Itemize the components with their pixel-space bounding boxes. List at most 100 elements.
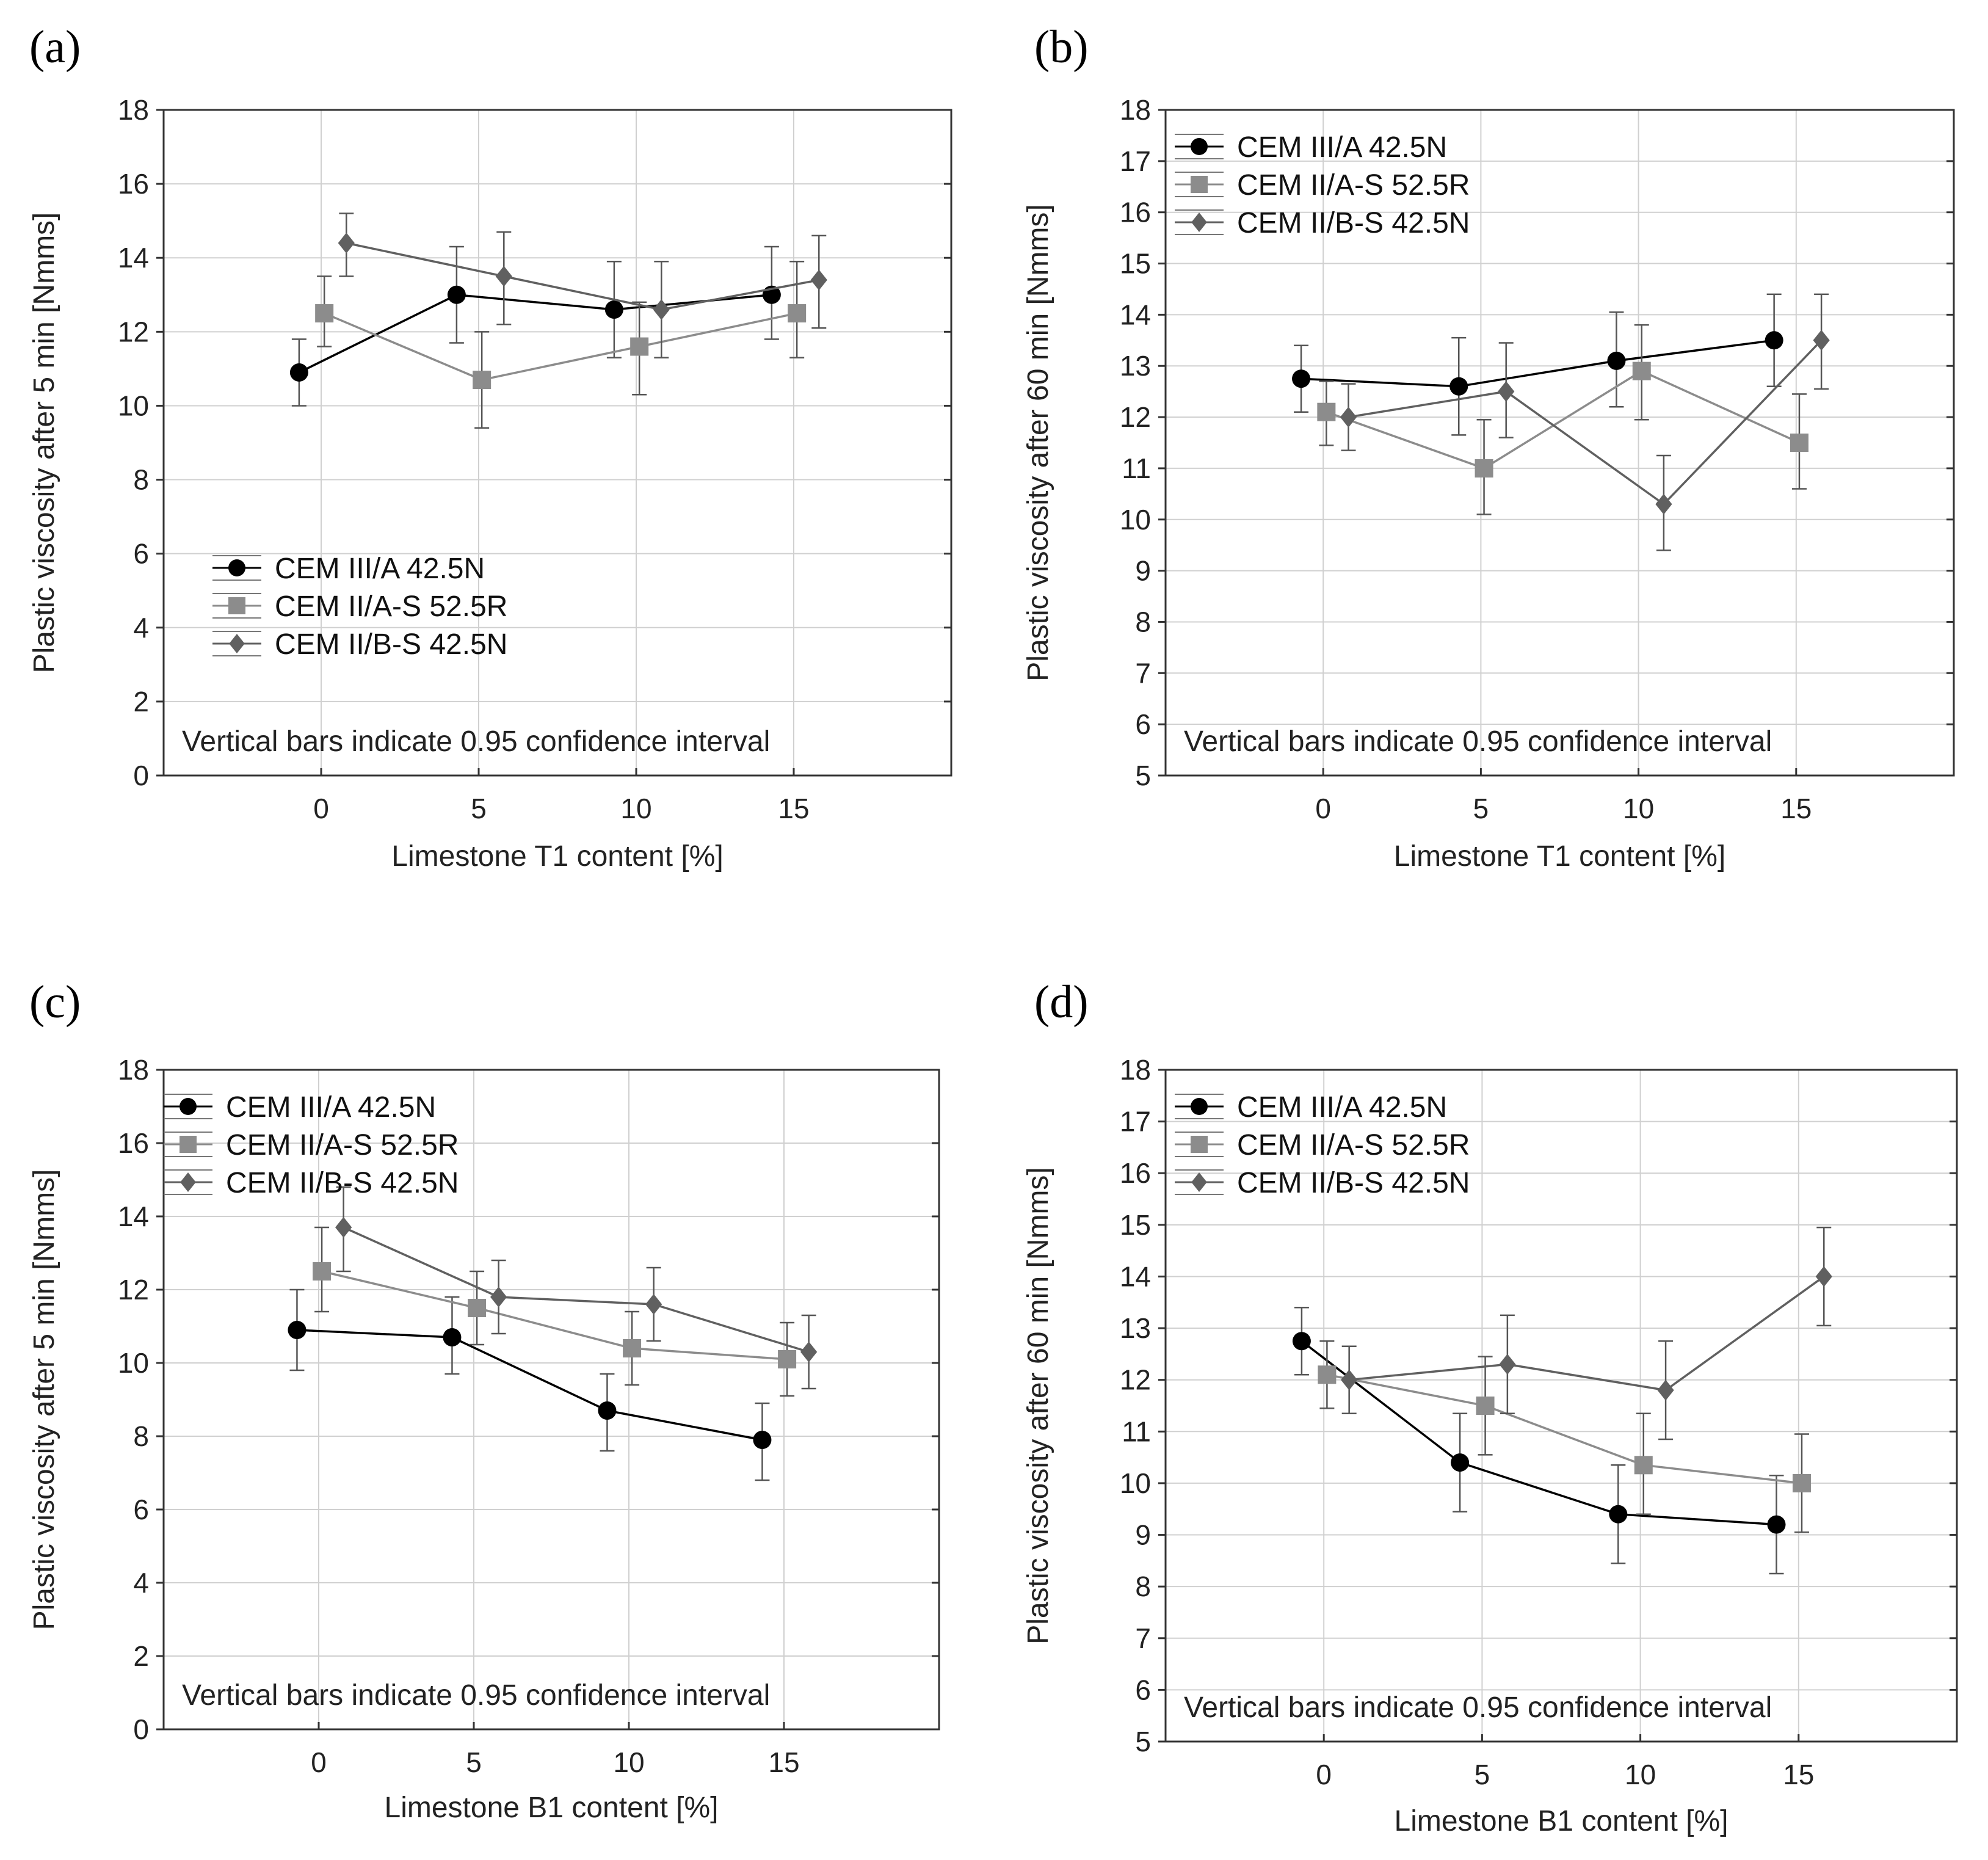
confidence-note: Vertical bars indicate 0.95 confidence i… [182, 725, 770, 758]
y-tick-label: 18 [118, 1054, 149, 1086]
panels-root: (a) 0 2 4 6 8 10 12 14 16 18 0 5 10 15 Limestone T1 con… [28, 21, 1958, 1837]
y-tick-label: 14 [1120, 299, 1151, 330]
x-tick-label: 15 [1783, 1759, 1814, 1790]
x-tick-label: 5 [1473, 793, 1489, 824]
data-point [1292, 1332, 1311, 1351]
y-tick-label: 18 [1120, 1054, 1151, 1086]
y-tick-label: 14 [118, 1201, 149, 1232]
y-tick-label: 16 [1120, 197, 1151, 228]
data-point [1765, 331, 1783, 350]
data-point [473, 371, 492, 390]
y-tick-label: 18 [1120, 94, 1151, 126]
data-point [1767, 1515, 1786, 1534]
x-tick-label: 10 [1623, 793, 1654, 824]
legend-label: CEM II/A-S 52.5R [1237, 169, 1470, 202]
series-diamond [1341, 1226, 1832, 1440]
series-diamond [338, 213, 827, 358]
data-point [289, 363, 308, 382]
y-tick-label: 10 [118, 390, 149, 421]
panel-c: (c) 0 2 4 6 8 10 12 14 16 18 0 5 10 15 Limestone B1 con… [28, 976, 940, 1824]
legend-label: CEM II/B-S 42.5N [226, 1167, 459, 1199]
data-point [1632, 361, 1651, 380]
legend-marker [1191, 1136, 1208, 1153]
legend-item: CEM II/A-S 52.5R [212, 590, 507, 623]
data-point [1475, 459, 1493, 478]
data-point [490, 1287, 507, 1307]
data-point [1813, 330, 1830, 351]
series-square [1317, 324, 1808, 515]
data-point [1499, 1354, 1516, 1375]
y-tick-label: 8 [1135, 606, 1151, 638]
y-tick-label: 17 [1120, 145, 1151, 177]
legend-marker [180, 1136, 197, 1153]
series-square [313, 1226, 797, 1397]
series-circle [1292, 1306, 1786, 1575]
legend-label: CEM II/A-S 52.5R [1237, 1129, 1470, 1161]
panel-letter: (a) [29, 21, 81, 73]
legend: CEM III/A 42.5N CEM II/A-S 52.5R CEM II/B-… [1175, 1091, 1470, 1199]
legend-item: CEM III/A 42.5N [212, 553, 485, 585]
series-diamond [335, 1186, 818, 1390]
legend-marker [180, 1172, 196, 1192]
data-point [753, 1431, 772, 1449]
y-tick-label: 4 [133, 612, 149, 644]
legend-label: CEM II/B-S 42.5N [1237, 1167, 1470, 1199]
series-line [299, 293, 772, 374]
y-tick-label: 7 [1135, 657, 1151, 689]
series-line [1301, 339, 1774, 388]
data-point [1815, 1266, 1832, 1287]
x-tick-label: 0 [1315, 793, 1331, 824]
y-axis-label: Plastic viscosity after 60 min [Nmms] [1022, 204, 1054, 681]
legend-item: CEM II/B-S 42.5N [164, 1167, 459, 1199]
data-point [778, 1350, 797, 1368]
legend-marker [1191, 176, 1208, 193]
panel-a: (a) 0 2 4 6 8 10 12 14 16 18 0 5 10 15 Limestone T1 con… [28, 21, 952, 873]
y-tick-label: 5 [1135, 1726, 1151, 1757]
y-tick-label: 16 [1120, 1157, 1151, 1189]
y-tick-label: 11 [1122, 452, 1151, 484]
x-tick-label: 10 [1625, 1759, 1656, 1790]
y-tick-label: 15 [1120, 248, 1151, 280]
y-tick-label: 12 [118, 316, 149, 347]
series-line [343, 1226, 810, 1353]
data-point [653, 299, 670, 320]
legend-marker [228, 597, 245, 614]
legend-item: CEM III/A 42.5N [1175, 131, 1447, 164]
y-tick-label: 2 [133, 1640, 149, 1672]
y-tick-label: 8 [1135, 1571, 1151, 1602]
x-tick-label: 0 [1316, 1759, 1332, 1790]
data-point [1498, 381, 1515, 402]
x-axis-label: Limestone T1 content [%] [391, 840, 723, 873]
data-point [800, 1342, 818, 1362]
series-line [1349, 1276, 1825, 1392]
legend-label: CEM III/A 42.5N [1237, 1091, 1447, 1124]
y-axis-label: Plastic viscosity after 60 min [Nmms] [1022, 1167, 1054, 1644]
y-tick-label: 4 [133, 1567, 149, 1599]
data-point [1634, 1456, 1653, 1475]
series-line [324, 312, 797, 381]
data-point [598, 1401, 617, 1420]
legend-item: CEM II/B-S 42.5N [212, 628, 507, 661]
y-tick-label: 14 [118, 242, 149, 274]
x-tick-label: 15 [778, 793, 809, 824]
legend-item: CEM II/A-S 52.5R [1175, 1129, 1470, 1161]
panel-letter: (d) [1034, 976, 1089, 1028]
series-line [1348, 340, 1823, 506]
legend-marker [1191, 1098, 1208, 1115]
x-tick-label: 10 [620, 793, 651, 824]
y-tick-label: 0 [133, 760, 149, 791]
data-point [1476, 1397, 1495, 1415]
data-point [495, 266, 512, 287]
legend-item: CEM II/B-S 42.5N [1175, 1167, 1470, 1199]
legend-marker [180, 1098, 197, 1115]
data-point [338, 233, 355, 253]
series-line [1327, 1373, 1802, 1484]
legend: CEM III/A 42.5N CEM II/A-S 52.5R CEM II/B-… [164, 1091, 459, 1199]
y-axis-label: Plastic viscosity after 5 min [Nmms] [28, 213, 60, 674]
y-tick-label: 16 [118, 168, 149, 200]
y-tick-label: 15 [1120, 1209, 1151, 1241]
panel-letter: (b) [1034, 21, 1089, 73]
data-point [604, 300, 623, 319]
